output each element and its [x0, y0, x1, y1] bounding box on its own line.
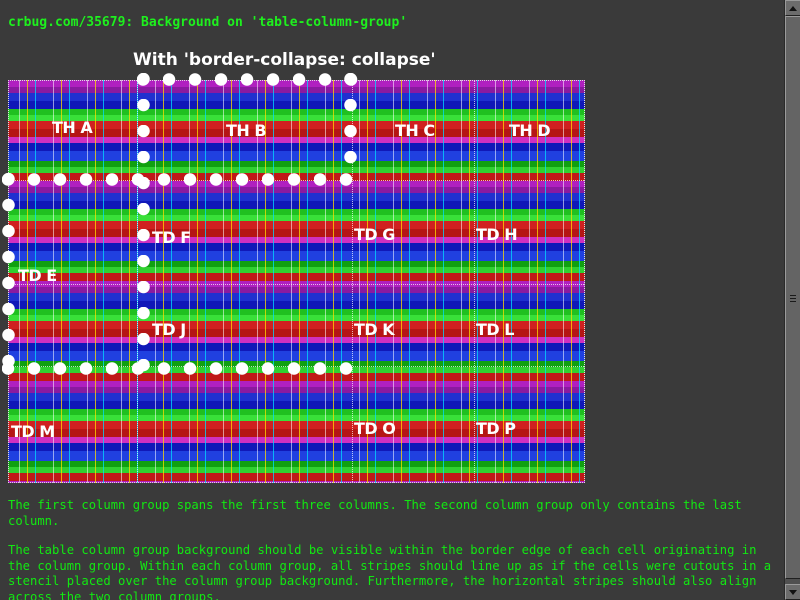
cell-border: [9, 284, 584, 285]
cell-th-b: TH B: [226, 121, 267, 140]
dotted-border-far-left: [2, 173, 15, 373]
cell-th-d: TH D: [509, 121, 551, 140]
arrow-up-icon: [789, 5, 797, 11]
dotted-border-bottom: [2, 362, 362, 375]
description-paragraph: The table column group background should…: [8, 543, 772, 600]
cell-td-h: TD H: [476, 225, 518, 244]
cell-td-f: TD F: [152, 228, 191, 247]
cell-td-m: TD M: [11, 422, 55, 441]
cell-td-o: TD O: [354, 419, 396, 438]
scroll-up-button[interactable]: [785, 0, 800, 16]
cell-th-c: TH C: [395, 121, 435, 140]
cell-td-k: TD K: [354, 320, 395, 339]
page-heading: crbug.com/35679: Background on 'table-co…: [8, 15, 408, 30]
dotted-border-left: [137, 73, 150, 373]
scroll-thumb[interactable]: [785, 16, 800, 579]
grip-icon: [790, 295, 796, 302]
vertical-scrollbar[interactable]: [784, 0, 800, 600]
cell-td-l: TD L: [476, 320, 514, 339]
table-caption: With 'border-collapse: collapse': [133, 50, 436, 70]
description-paragraph: The first column group spans the first t…: [8, 498, 742, 528]
cell-th-a: TH A: [52, 118, 93, 137]
cell-border: [474, 81, 475, 482]
cell-td-p: TD P: [476, 419, 516, 438]
dotted-border-right: [344, 73, 357, 167]
cell-td-j: TD J: [152, 320, 186, 339]
striped-table: TH A TH B TH C TH D TD E TD F TD G TD H …: [8, 80, 585, 483]
cell-td-e: TD E: [18, 266, 57, 285]
arrow-down-icon: [789, 589, 797, 595]
cell-td-g: TD G: [354, 225, 395, 244]
dotted-border-middle: [2, 173, 362, 186]
cell-border: [352, 81, 353, 482]
scroll-down-button[interactable]: [785, 584, 800, 600]
dotted-border-top: [137, 73, 363, 86]
